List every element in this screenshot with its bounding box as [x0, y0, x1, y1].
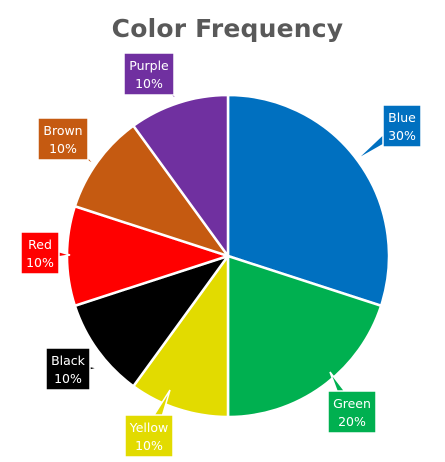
callout-fill — [329, 392, 375, 432]
callout-fill — [39, 119, 87, 159]
pie-slice-blue — [226, 93, 391, 307]
data-label-purple: Purple 10% — [123, 52, 179, 101]
data-label-value: 20% — [338, 414, 366, 429]
callout-fill — [384, 106, 420, 146]
pie-slice-green — [226, 254, 383, 419]
data-label-category: Brown — [43, 123, 82, 138]
data-label-category: Red — [28, 237, 52, 252]
pie-slice-yellow — [132, 254, 230, 419]
data-label-black: Black 10% — [45, 347, 99, 391]
data-label-blue: Blue 30% — [355, 104, 422, 161]
pie-slice-brown — [73, 124, 230, 258]
data-label-value: 10% — [26, 255, 54, 270]
data-label-value: 10% — [135, 438, 163, 453]
data-label-red: Red 10% — [20, 231, 71, 275]
data-label-category: Blue — [388, 110, 416, 125]
callout-fill — [125, 54, 173, 94]
data-label-green: Green 20% — [327, 371, 377, 434]
pie-slice-purple — [132, 93, 230, 258]
data-label-category: Black — [51, 353, 86, 368]
data-label-category: Purple — [129, 58, 169, 73]
callout-fill — [22, 233, 58, 273]
pie-slice-black — [73, 254, 230, 388]
callout-fill — [47, 349, 89, 389]
data-label-value: 10% — [54, 371, 82, 386]
callout-fill — [126, 416, 172, 456]
data-label-yellow: Yellow 10% — [124, 389, 174, 458]
data-label-value: 30% — [388, 128, 416, 143]
data-label-category: Green — [333, 396, 371, 411]
data-label-category: Yellow — [129, 420, 168, 435]
data-label-value: 10% — [135, 76, 163, 91]
data-label-value: 10% — [49, 141, 77, 156]
chart-title: Color Frequency — [111, 14, 344, 43]
data-label-brown: Brown 10% — [37, 117, 96, 166]
